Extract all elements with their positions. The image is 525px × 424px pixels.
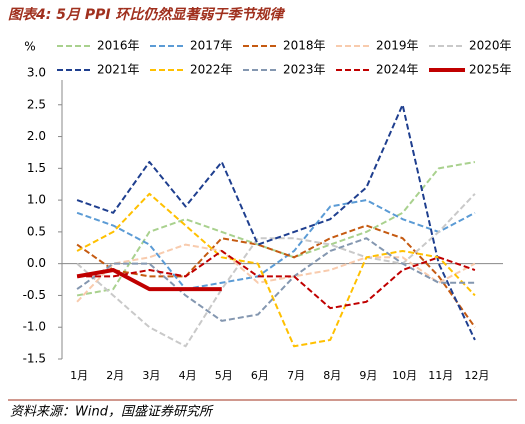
x-tick-label: 10月 bbox=[392, 369, 417, 382]
series-line bbox=[76, 224, 476, 328]
x-tick-label: 7月 bbox=[287, 369, 305, 382]
legend-label: 2018年 bbox=[283, 39, 326, 53]
x-tick-label: 6月 bbox=[251, 369, 269, 382]
legend-bg bbox=[148, 60, 241, 80]
series-line bbox=[76, 237, 475, 322]
y-tick-label: -1.0 bbox=[23, 320, 46, 334]
series-line bbox=[76, 193, 476, 348]
legend-label: 2025年 bbox=[469, 63, 512, 77]
legend-label: 2017年 bbox=[190, 39, 233, 53]
legend-label: 2019年 bbox=[376, 39, 419, 53]
y-tick-label: 0.0 bbox=[27, 256, 46, 270]
y-tick-label: 2.5 bbox=[27, 97, 46, 111]
series-line bbox=[76, 103, 476, 341]
source-note: 资料来源：Wind，国盛证券研究所 bbox=[10, 404, 214, 420]
series-line bbox=[76, 192, 476, 348]
x-tick-label: 11月 bbox=[428, 369, 453, 382]
y-tick-label: 1.5 bbox=[27, 161, 46, 175]
series-line bbox=[76, 243, 476, 303]
x-tick-label: 1月 bbox=[70, 369, 88, 382]
legend-bg bbox=[55, 36, 148, 56]
legend-label: 2022年 bbox=[190, 63, 233, 77]
x-tick-label: 12月 bbox=[464, 369, 489, 382]
y-axis-label: % bbox=[24, 40, 35, 54]
x-tick-label: 5月 bbox=[215, 369, 233, 382]
y-tick-label: 3.0 bbox=[27, 66, 46, 80]
x-tick-label: 3月 bbox=[142, 369, 160, 382]
x-tick-label: 4月 bbox=[179, 369, 197, 382]
series-line bbox=[76, 199, 476, 291]
legend-label: 2021年 bbox=[97, 63, 140, 77]
legend-label: 2024年 bbox=[376, 63, 419, 77]
x-tick-label: 8月 bbox=[323, 369, 341, 382]
legend-bg bbox=[427, 36, 520, 56]
legend-bg bbox=[334, 60, 427, 80]
legend-bg bbox=[334, 36, 427, 56]
y-tick-label: 0.5 bbox=[27, 224, 46, 238]
x-tick-label: 9月 bbox=[359, 369, 377, 382]
legend-label: 2023年 bbox=[283, 63, 326, 77]
y-tick-label: 2.0 bbox=[27, 129, 46, 143]
legend-bg bbox=[148, 36, 241, 56]
chart-title: 图表4: 5月 PPI 环比仍然显著弱于季节规律 bbox=[8, 6, 285, 23]
y-tick-label: -0.5 bbox=[23, 288, 46, 302]
series-line bbox=[77, 249, 476, 310]
legend-bg bbox=[241, 60, 334, 80]
legend-bg bbox=[241, 36, 334, 56]
y-tick-label: -1.5 bbox=[23, 352, 46, 366]
legend-bg bbox=[427, 60, 520, 80]
series-line bbox=[76, 268, 222, 292]
legend-bg bbox=[55, 60, 148, 80]
legend-label: 2016年 bbox=[97, 39, 140, 53]
y-tick-label: 1.0 bbox=[27, 193, 46, 207]
x-tick-label: 2月 bbox=[106, 369, 124, 382]
legend-label: 2020年 bbox=[469, 39, 512, 53]
